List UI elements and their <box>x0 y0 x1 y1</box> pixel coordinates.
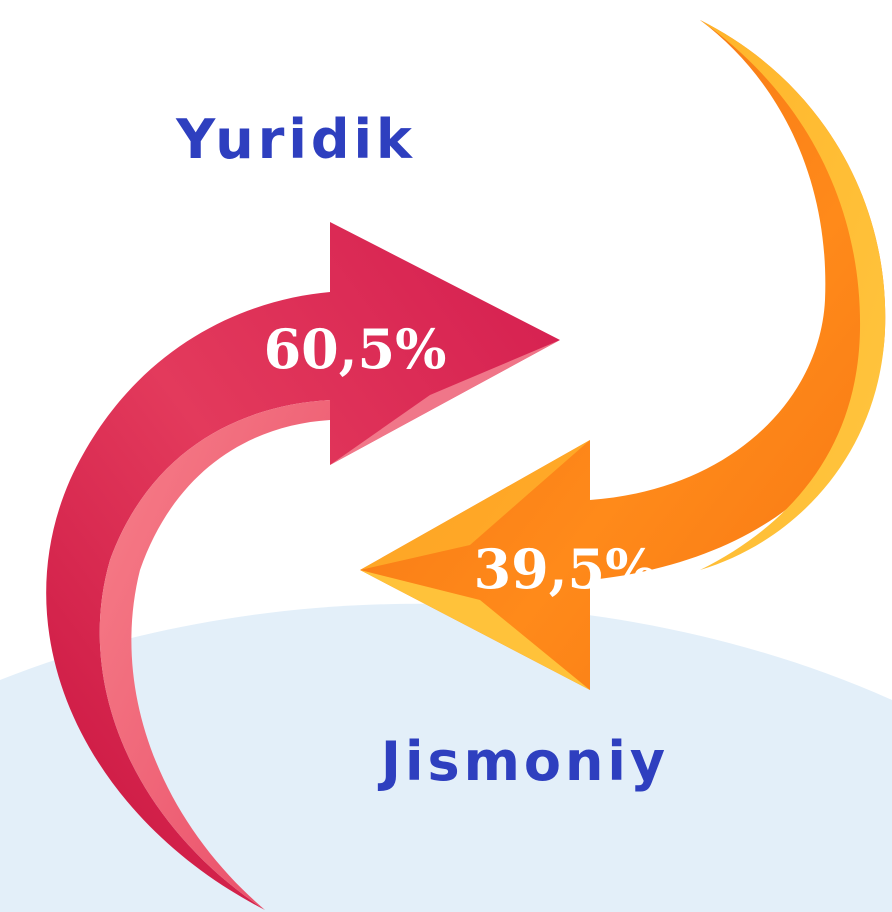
page: Yuridik 60,5% 39,5% Jismoniy (() => { co… <box>0 0 892 912</box>
infographic: Yuridik 60,5% 39,5% Jismoniy <box>0 0 892 912</box>
bottom-label: Jismoniy <box>377 730 669 793</box>
percent-label: 60,5% <box>264 317 447 381</box>
percent-label: 39,5% <box>474 537 657 601</box>
top-label: Yuridik <box>175 108 416 171</box>
